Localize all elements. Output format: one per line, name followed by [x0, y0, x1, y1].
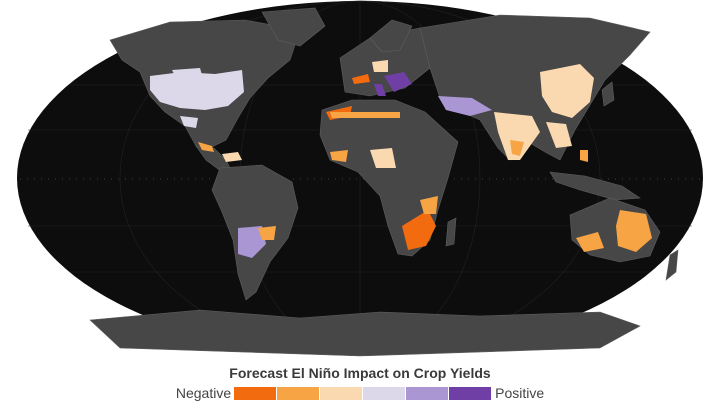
region-southeast-asia-negative: [546, 122, 572, 148]
legend-swatch-6: [449, 386, 492, 400]
world-map: [17, 0, 703, 357]
region-caribbean-light-negative: [222, 152, 242, 162]
region-southern-africa-light: [420, 196, 438, 214]
legend-swatch-3: [320, 386, 363, 400]
region-southern-brazil-negative: [258, 226, 276, 240]
region-sahel-negative: [330, 112, 400, 118]
region-guinea-coast-negative: [330, 150, 348, 162]
crop-impact-regions: [150, 60, 652, 258]
legend: Negative Positive: [0, 384, 720, 402]
region-india-east-negative: [510, 140, 524, 156]
legend-swatch-4: [363, 386, 406, 400]
region-mediterranean-negative: [352, 74, 370, 84]
landmass-antarctica: [89, 309, 641, 357]
legend-swatch-2: [277, 386, 320, 400]
landmass-scandinavia: [369, 19, 413, 53]
landmass-greenland: [261, 7, 326, 47]
region-central-america-negative: [198, 142, 214, 152]
legend-scale: [234, 386, 492, 400]
legend-swatch-5: [406, 386, 449, 400]
region-australia-east-negative: [616, 210, 652, 252]
landmass-japan: [601, 81, 615, 107]
region-us-positive: [150, 70, 244, 110]
region-china-negative: [540, 64, 594, 118]
region-argentina-positive: [238, 226, 266, 258]
legend-title: Forecast El Niño Impact on Crop Yields: [229, 365, 491, 381]
landmass-new-zealand: [665, 249, 679, 281]
region-east-africa-light-negative: [370, 148, 396, 168]
region-southern-africa-negative: [402, 210, 436, 250]
region-canada-positive: [172, 68, 202, 76]
region-philippines-negative: [580, 150, 588, 162]
region-mexico-positive: [180, 116, 198, 128]
region-italy-positive: [374, 84, 386, 96]
legend-negative-label: Negative: [175, 385, 232, 401]
landmass-indonesia: [549, 171, 641, 201]
legend-positive-label: Positive: [495, 385, 545, 401]
region-europe-light-negative: [372, 60, 388, 72]
region-australia-west-negative: [576, 232, 604, 252]
landmass-madagascar: [445, 217, 457, 247]
region-balkans-positive: [384, 72, 412, 92]
region-middle-east-positive: [438, 96, 492, 116]
legend-swatch-1: [234, 386, 277, 400]
region-india-negative: [494, 112, 540, 160]
